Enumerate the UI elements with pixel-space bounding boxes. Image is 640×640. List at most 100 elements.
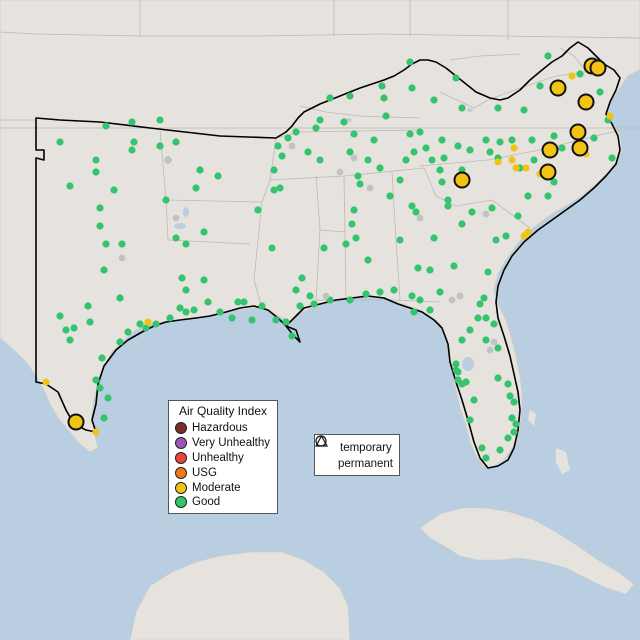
monitor-marker-good[interactable] [396, 236, 404, 244]
monitor-marker-good[interactable] [482, 336, 490, 344]
monitor-marker-good[interactable] [482, 314, 490, 322]
monitor-marker-good[interactable] [410, 148, 418, 156]
monitor-marker-good[interactable] [216, 308, 224, 316]
monitor-marker-good[interactable] [476, 300, 484, 308]
monitor-marker-good[interactable] [468, 208, 476, 216]
monitor-marker-good[interactable] [258, 302, 266, 310]
monitor-marker-good[interactable] [296, 302, 304, 310]
monitor-marker-good[interactable] [496, 446, 504, 454]
monitor-marker-good[interactable] [504, 380, 512, 388]
monitor-marker-good[interactable] [346, 296, 354, 304]
monitor-marker-no-data[interactable] [366, 184, 374, 192]
monitor-marker-good[interactable] [438, 136, 446, 144]
monitor-marker-good[interactable] [466, 416, 474, 424]
monitor-marker-good[interactable] [196, 166, 204, 174]
monitor-marker-good[interactable] [190, 306, 198, 314]
monitor-marker-good[interactable] [454, 376, 462, 384]
monitor-marker-good[interactable] [292, 286, 300, 294]
monitor-marker-good[interactable] [142, 324, 150, 332]
monitor-marker-good[interactable] [492, 236, 500, 244]
monitor-marker-good[interactable] [378, 82, 386, 90]
monitor-marker-good[interactable] [494, 344, 502, 352]
monitor-marker-no-data[interactable] [448, 296, 456, 304]
monitor-marker-no-data[interactable] [118, 254, 126, 262]
monitor-marker-good[interactable] [306, 292, 314, 300]
monitor-marker-good[interactable] [116, 294, 124, 302]
monitor-marker-good[interactable] [376, 288, 384, 296]
monitor-marker-good[interactable] [340, 118, 348, 126]
monitor-marker-good[interactable] [268, 244, 276, 252]
monitor-marker-good[interactable] [510, 428, 518, 436]
monitor-marker-good[interactable] [304, 148, 312, 156]
monitor-marker-good[interactable] [364, 256, 372, 264]
monitor-marker-good[interactable] [86, 318, 94, 326]
monitor-marker-good[interactable] [272, 316, 280, 324]
monitor-marker-good[interactable] [382, 112, 390, 120]
monitor-marker-good[interactable] [56, 138, 64, 146]
monitor-marker-good[interactable] [450, 262, 458, 270]
monitor-marker-no-data[interactable] [482, 210, 490, 218]
monitor-marker-good[interactable] [96, 204, 104, 212]
monitor-marker-good[interactable] [56, 312, 64, 320]
monitor-marker-good[interactable] [200, 276, 208, 284]
monitor-marker-good[interactable] [414, 264, 422, 272]
monitor-marker-no-data[interactable] [416, 214, 424, 222]
monitor-marker-good[interactable] [576, 70, 584, 78]
monitor-marker-good[interactable] [482, 454, 490, 462]
monitor-marker-good[interactable] [104, 394, 112, 402]
monitor-marker-good[interactable] [462, 378, 470, 386]
monitor-marker-moderate[interactable] [524, 228, 532, 236]
monitor-marker-good[interactable] [348, 220, 356, 228]
monitor-marker-moderate-large[interactable] [67, 413, 85, 431]
monitor-marker-good[interactable] [484, 268, 492, 276]
monitor-marker-good[interactable] [130, 138, 138, 146]
monitor-marker-good[interactable] [70, 324, 78, 332]
monitor-marker-good[interactable] [430, 234, 438, 242]
monitor-marker-no-data[interactable] [164, 156, 172, 164]
monitor-marker-good[interactable] [316, 116, 324, 124]
monitor-marker-moderate[interactable] [568, 72, 576, 80]
monitor-marker-good[interactable] [228, 314, 236, 322]
monitor-marker-good[interactable] [66, 182, 74, 190]
monitor-marker-good[interactable] [458, 104, 466, 112]
monitor-marker-good[interactable] [508, 136, 516, 144]
monitor-marker-good[interactable] [316, 156, 324, 164]
monitor-marker-good[interactable] [458, 220, 466, 228]
monitor-marker-good[interactable] [254, 206, 262, 214]
monitor-marker-good[interactable] [298, 274, 306, 282]
monitor-marker-moderate-large[interactable] [549, 79, 567, 97]
monitor-marker-good[interactable] [282, 318, 290, 326]
monitor-marker-good[interactable] [354, 172, 362, 180]
monitor-marker-good[interactable] [182, 240, 190, 248]
monitor-marker-moderate[interactable] [42, 378, 50, 386]
monitor-marker-good[interactable] [406, 58, 414, 66]
monitor-marker-good[interactable] [362, 290, 370, 298]
monitor-marker-good[interactable] [510, 398, 518, 406]
monitor-marker-good[interactable] [66, 336, 74, 344]
monitor-marker-good[interactable] [482, 136, 490, 144]
monitor-marker-good[interactable] [102, 240, 110, 248]
monitor-marker-moderate[interactable] [494, 158, 502, 166]
monitor-marker-moderate-large[interactable] [569, 123, 587, 141]
monitor-marker-good[interactable] [178, 274, 186, 282]
monitor-marker-good[interactable] [92, 156, 100, 164]
monitor-marker-good[interactable] [466, 326, 474, 334]
monitor-marker-moderate-large[interactable] [453, 171, 471, 189]
monitor-marker-moderate-large[interactable] [571, 139, 589, 157]
monitor-marker-good[interactable] [494, 104, 502, 112]
monitor-marker-good[interactable] [410, 308, 418, 316]
monitor-marker-good[interactable] [346, 148, 354, 156]
monitor-marker-good[interactable] [480, 294, 488, 302]
monitor-marker-good[interactable] [128, 146, 136, 154]
monitor-marker-good[interactable] [136, 320, 144, 328]
monitor-marker-good[interactable] [426, 266, 434, 274]
monitor-marker-good[interactable] [274, 142, 282, 150]
monitor-marker-moderate[interactable] [92, 428, 100, 436]
monitor-marker-good[interactable] [270, 186, 278, 194]
monitor-marker-good[interactable] [292, 128, 300, 136]
monitor-marker-good[interactable] [436, 166, 444, 174]
monitor-marker-good[interactable] [454, 142, 462, 150]
monitor-marker-good[interactable] [276, 184, 284, 192]
monitor-marker-good[interactable] [320, 244, 328, 252]
monitor-marker-good[interactable] [116, 338, 124, 346]
